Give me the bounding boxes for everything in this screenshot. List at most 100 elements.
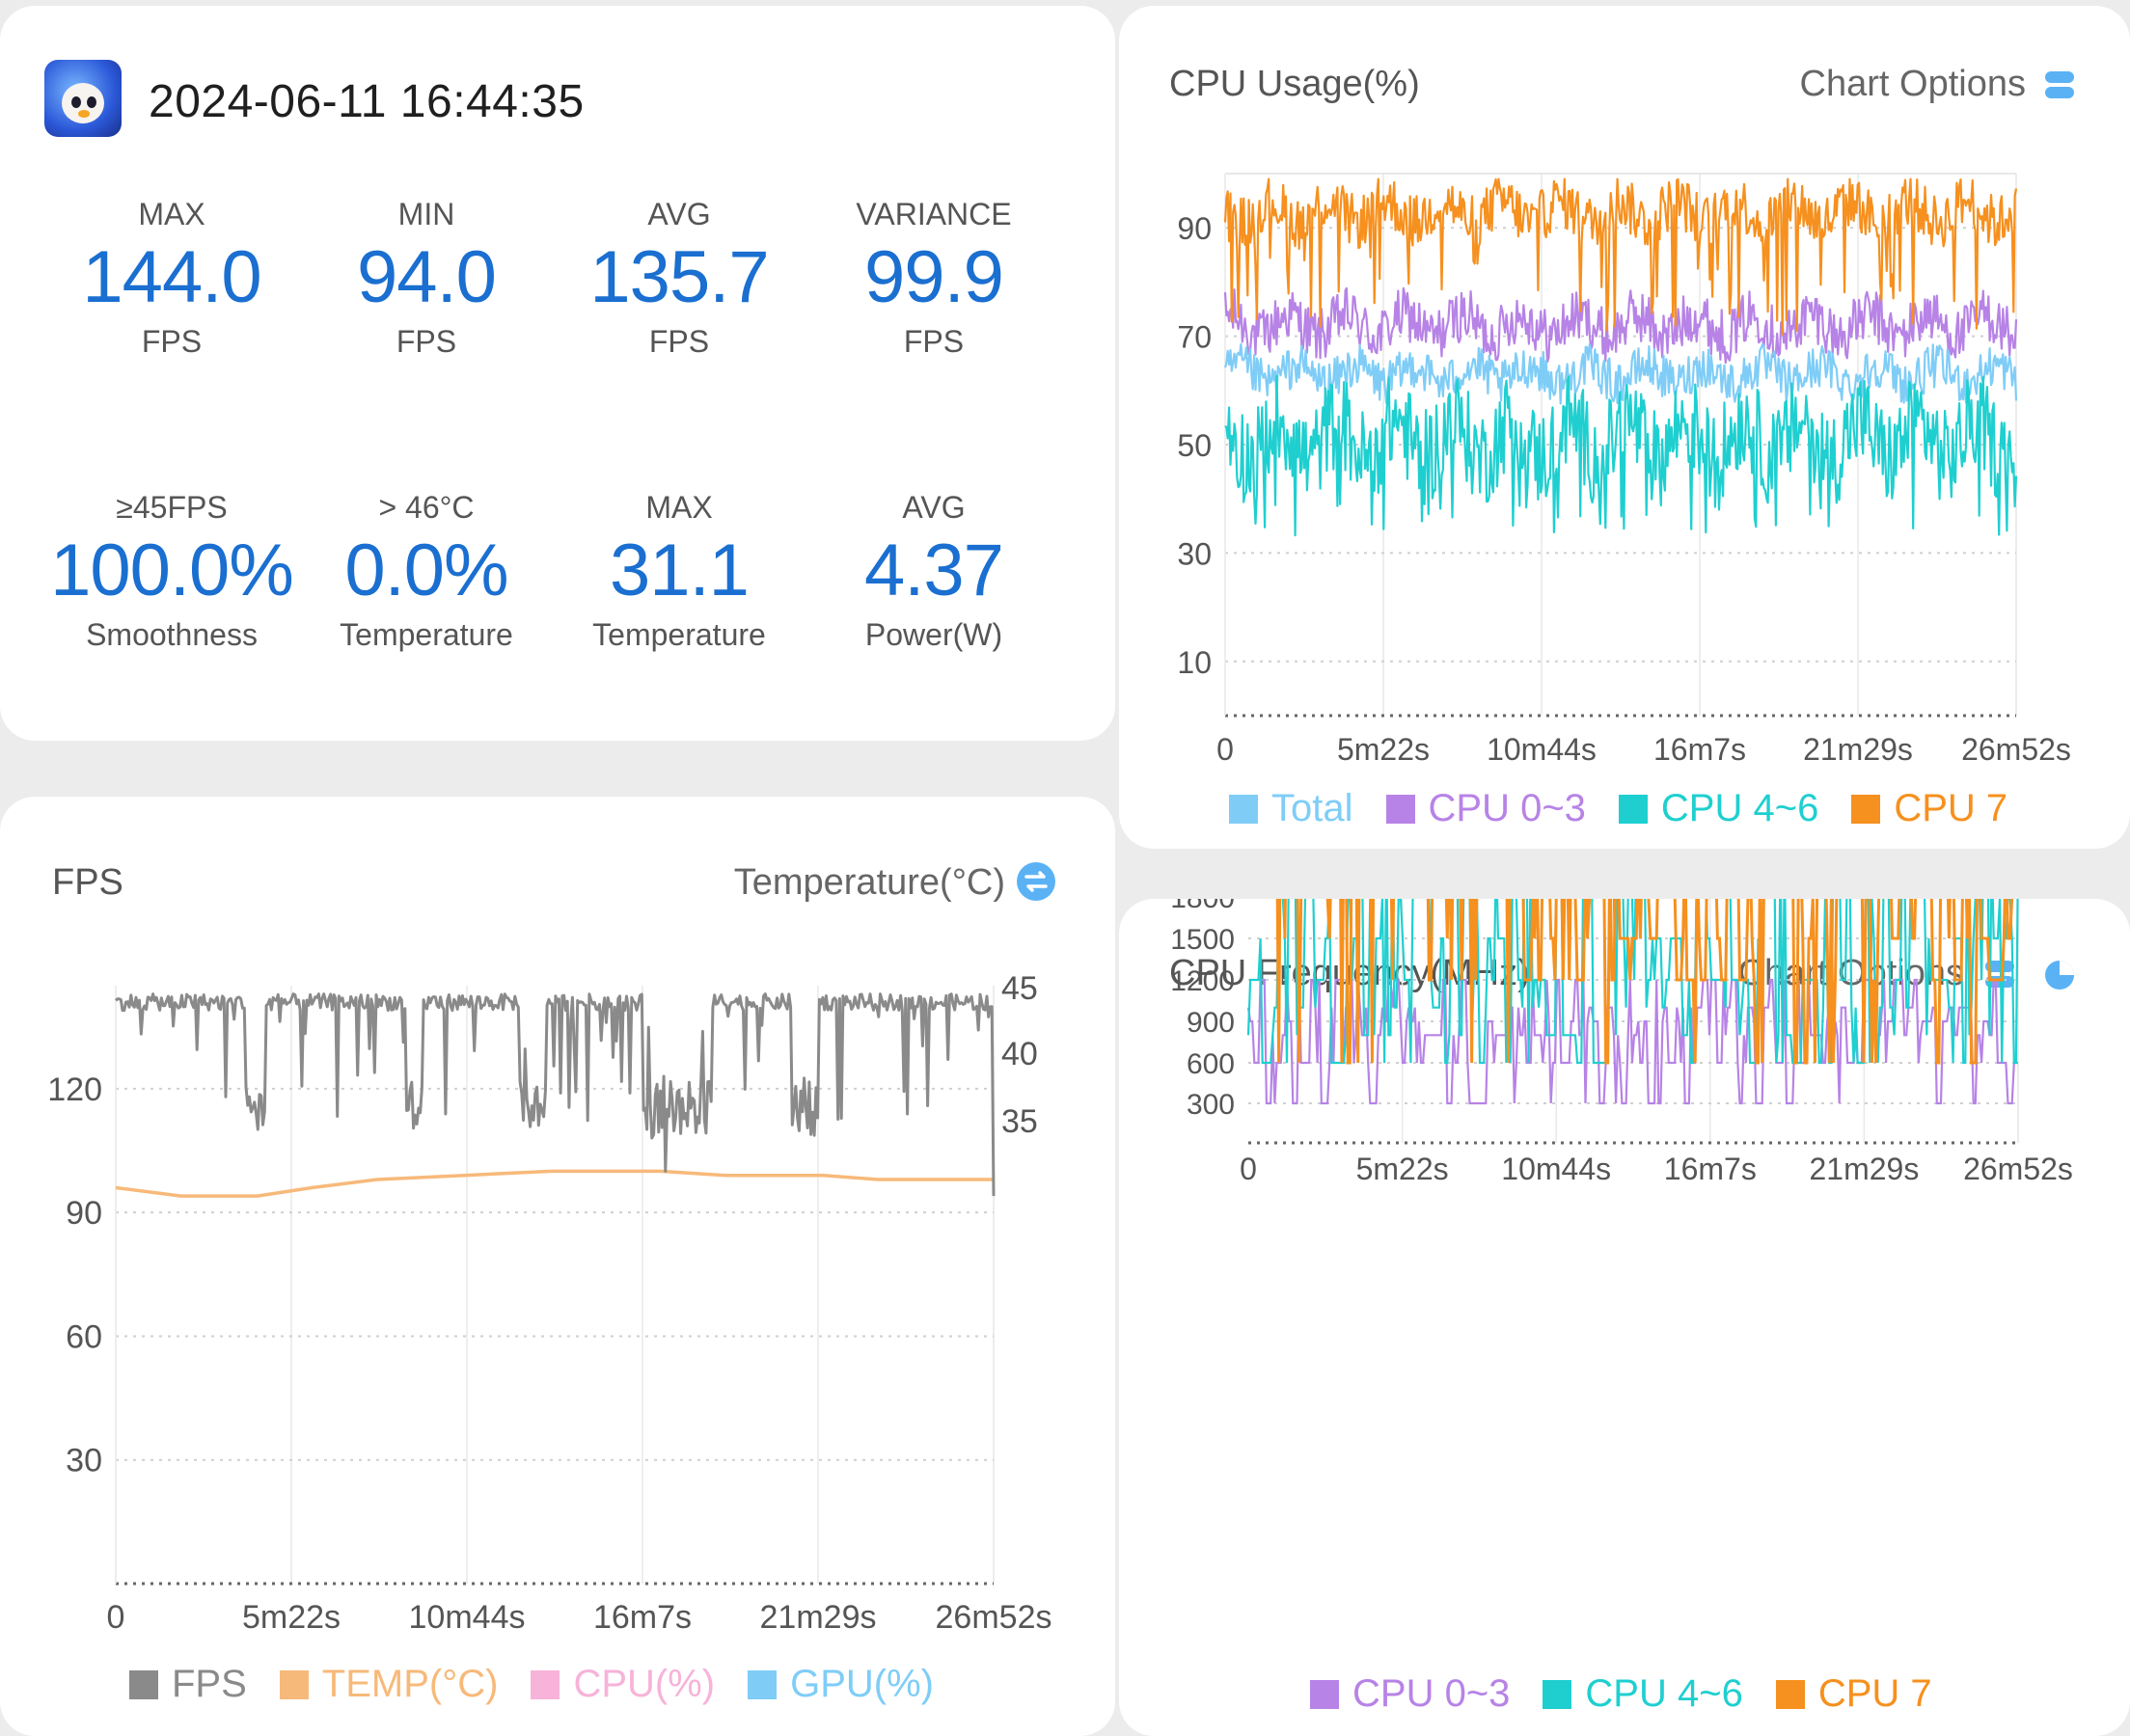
cpu-usage-legend: Total CPU 0~3 CPU 4~6 CPU 7 xyxy=(1229,787,2007,830)
stat-value: 99.9 xyxy=(864,236,1004,318)
stat-label: MAX xyxy=(138,197,205,231)
legend-label: CPU 4~6 xyxy=(1585,1672,1743,1715)
y-tick-label: 1200 xyxy=(1170,965,1235,997)
series-line-cpu-7 xyxy=(1275,899,2014,1065)
x-tick-label: 10m44s xyxy=(1487,732,1597,767)
y2-tick-label: 40 xyxy=(1001,1036,1038,1072)
stat-avg-fps: AVG 135.7 FPS xyxy=(552,195,806,361)
legend-label: FPS xyxy=(172,1663,247,1705)
stat-label: AVG xyxy=(647,197,711,231)
cpu-usage-title: CPU Usage(%) xyxy=(1169,64,1420,104)
stat-unit: FPS xyxy=(396,324,457,359)
stat-unit: Smoothness xyxy=(86,617,258,652)
session-timestamp: 2024-06-11 16:44:35 xyxy=(149,76,585,127)
y-tick-label: 90 xyxy=(1177,211,1212,246)
series-line-fps xyxy=(115,992,996,1197)
legend-label: CPU 7 xyxy=(1894,787,2008,829)
y-tick-label: 10 xyxy=(1177,645,1212,680)
legend-item-cpu-0-3[interactable]: CPU 0~3 xyxy=(1310,1672,1510,1716)
y2-tick-label: 35 xyxy=(1001,1103,1038,1140)
y2-tick-label: 45 xyxy=(1001,970,1038,1007)
x-tick-label: 10m44s xyxy=(409,1599,526,1636)
legend-item-temp[interactable]: TEMP(°C) xyxy=(279,1663,499,1706)
x-tick-label: 5m22s xyxy=(242,1599,341,1636)
stat-avg-power: AVG 4.37 Power(W) xyxy=(806,488,1061,654)
legend-label: CPU 4~6 xyxy=(1660,787,1819,829)
legend-item-cpu-0-3[interactable]: CPU 0~3 xyxy=(1385,787,1586,830)
legend-item-gpu[interactable]: GPU(%) xyxy=(748,1663,934,1706)
stat-value: 100.0% xyxy=(50,529,294,611)
stat-over-temperature: > 46°C 0.0% Temperature xyxy=(299,488,554,654)
x-tick-label: 0 xyxy=(1216,732,1234,767)
stat-value: 144.0 xyxy=(82,236,261,318)
stat-max-fps: MAX 144.0 FPS xyxy=(44,195,299,361)
fps-title: FPS xyxy=(52,862,123,903)
series-line-cpu-0-3 xyxy=(1223,286,2018,365)
stack-icon[interactable] xyxy=(2045,71,2074,100)
y-tick-label: 30 xyxy=(66,1443,102,1479)
x-tick-label: 5m22s xyxy=(1337,732,1430,767)
x-tick-label: 21m29s xyxy=(1809,1152,1919,1186)
series-line-cpu-0-3 xyxy=(1246,978,2018,1105)
x-tick-label: 16m7s xyxy=(1653,732,1746,767)
stat-label: VARIANCE xyxy=(856,197,1012,231)
y-tick-label: 30 xyxy=(1177,536,1212,571)
y-tick-label: 50 xyxy=(1177,428,1212,463)
x-tick-label: 0 xyxy=(107,1599,125,1636)
legend-item-cpu-7[interactable]: CPU 7 xyxy=(1851,787,2007,830)
chart-options-button[interactable]: Chart Options xyxy=(1799,64,2026,104)
app-icon[interactable] xyxy=(44,60,122,137)
stat-unit: Power(W) xyxy=(864,617,1003,652)
legend-item-cpu[interactable]: CPU(%) xyxy=(531,1663,715,1706)
x-tick-label: 21m29s xyxy=(1803,732,1913,767)
stat-unit: Temperature xyxy=(340,617,513,652)
fps-legend: FPS TEMP(°C) CPU(%) GPU(%) xyxy=(129,1663,934,1706)
legend-item-total[interactable]: Total xyxy=(1229,787,1353,830)
y-tick-label: 1800 xyxy=(1170,899,1235,914)
series-line-temp xyxy=(115,1169,994,1198)
y-tick-label: 90 xyxy=(66,1195,102,1232)
stat-value: 4.37 xyxy=(864,529,1004,611)
fps-chart: 0 5m22s 10m44s 16m7s 21m29s 26m52s 30 60 90 120 35… xyxy=(47,970,1051,1636)
temperature-toggle[interactable]: Temperature(°C) xyxy=(733,862,1005,903)
legend-label: CPU 7 xyxy=(1817,1672,1932,1715)
stat-unit: FPS xyxy=(903,324,965,359)
x-tick-label: 16m7s xyxy=(593,1599,692,1636)
cpu-usage-card: CPU Usage(%) Chart Options 0 5m22s 10m44s 1… xyxy=(1119,6,2130,849)
stat-variance-fps: VARIANCE 99.9 FPS xyxy=(806,195,1061,361)
stat-unit: FPS xyxy=(648,324,710,359)
legend-item-cpu-4-6[interactable]: CPU 4~6 xyxy=(1618,787,1819,830)
series-line-cpu-7 xyxy=(1223,177,2018,336)
cpu-usage-chart: 0 5m22s 10m44s 16m7s 21m29s 26m52s 10 30 50 70 90 xyxy=(1177,173,2071,767)
legend-label: TEMP(°C) xyxy=(321,1663,499,1705)
x-tick-label: 26m52s xyxy=(1961,732,2071,767)
cpu-frequency-legend: CPU 0~3 CPU 4~6 CPU 7 xyxy=(1310,1672,1932,1716)
stat-label: MIN xyxy=(397,197,455,231)
x-tick-label: 0 xyxy=(1240,1152,1257,1186)
stat-value: 94.0 xyxy=(357,236,497,318)
legend-item-fps[interactable]: FPS xyxy=(129,1663,247,1706)
stat-label: > 46°C xyxy=(378,490,475,525)
y-tick-label: 300 xyxy=(1187,1089,1235,1121)
x-tick-label: 5m22s xyxy=(1356,1152,1449,1186)
y-tick-label: 900 xyxy=(1187,1007,1235,1039)
x-tick-label: 21m29s xyxy=(760,1599,877,1636)
legend-label: GPU(%) xyxy=(790,1663,934,1705)
legend-item-cpu-4-6[interactable]: CPU 4~6 xyxy=(1543,1672,1743,1716)
stat-max-temperature: MAX 31.1 Temperature xyxy=(552,488,806,654)
fps-card: FPS Temperature(°C) 0 5m22s 10m44s 16m7s 21m… xyxy=(0,797,1115,1736)
x-tick-label: 16m7s xyxy=(1664,1152,1757,1186)
stats-card: 2024-06-11 16:44:35 MAX 144.0 FPS MIN 94… xyxy=(0,6,1115,741)
stat-min-fps: MIN 94.0 FPS xyxy=(299,195,554,361)
stat-value: 0.0% xyxy=(344,529,508,611)
legend-item-cpu-7[interactable]: CPU 7 xyxy=(1775,1672,1932,1716)
series-line-cpu-4-6 xyxy=(1224,374,2018,537)
legend-label: Total xyxy=(1271,787,1353,829)
pie-chart-icon[interactable] xyxy=(2043,959,2076,991)
swap-icon[interactable] xyxy=(1017,862,1055,901)
legend-label: CPU 0~3 xyxy=(1352,1672,1511,1715)
series-line-total xyxy=(1223,342,2018,405)
x-tick-label: 10m44s xyxy=(1501,1152,1611,1186)
legend-label: CPU 0~3 xyxy=(1428,787,1586,829)
stat-smoothness: ≥45FPS 100.0% Smoothness xyxy=(44,488,299,654)
